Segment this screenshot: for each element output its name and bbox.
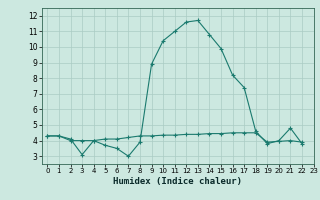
X-axis label: Humidex (Indice chaleur): Humidex (Indice chaleur) xyxy=(113,177,242,186)
